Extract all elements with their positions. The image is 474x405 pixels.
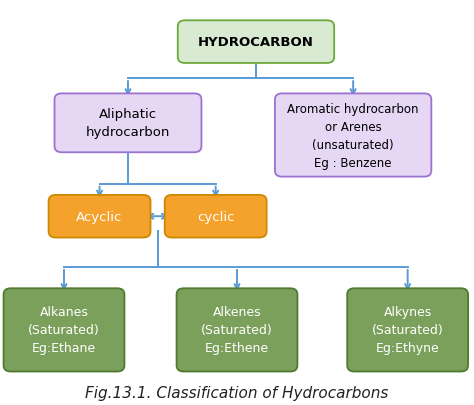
Text: Alkenes
(Saturated)
Eg:Ethene: Alkenes (Saturated) Eg:Ethene bbox=[201, 306, 273, 354]
Text: Aromatic hydrocarbon
or Arenes
(unsaturated)
Eg : Benzene: Aromatic hydrocarbon or Arenes (unsatura… bbox=[287, 102, 419, 169]
FancyBboxPatch shape bbox=[347, 288, 468, 372]
Text: Alkynes
(Saturated)
Eg:Ethyne: Alkynes (Saturated) Eg:Ethyne bbox=[372, 306, 444, 354]
FancyBboxPatch shape bbox=[4, 288, 124, 372]
FancyBboxPatch shape bbox=[176, 288, 298, 372]
FancyBboxPatch shape bbox=[178, 21, 334, 64]
FancyBboxPatch shape bbox=[165, 195, 266, 238]
Text: Aliphatic
hydrocarbon: Aliphatic hydrocarbon bbox=[86, 108, 170, 139]
FancyBboxPatch shape bbox=[275, 94, 431, 177]
Text: Alkanes
(Saturated)
Eg:Ethane: Alkanes (Saturated) Eg:Ethane bbox=[28, 306, 100, 354]
Text: cyclic: cyclic bbox=[197, 210, 235, 223]
Text: Acyclic: Acyclic bbox=[76, 210, 123, 223]
Text: HYDROCARBON: HYDROCARBON bbox=[198, 36, 314, 49]
FancyBboxPatch shape bbox=[55, 94, 201, 153]
Text: Fig.13.1. Classification of Hydrocarbons: Fig.13.1. Classification of Hydrocarbons bbox=[85, 386, 389, 400]
FancyBboxPatch shape bbox=[48, 195, 151, 238]
